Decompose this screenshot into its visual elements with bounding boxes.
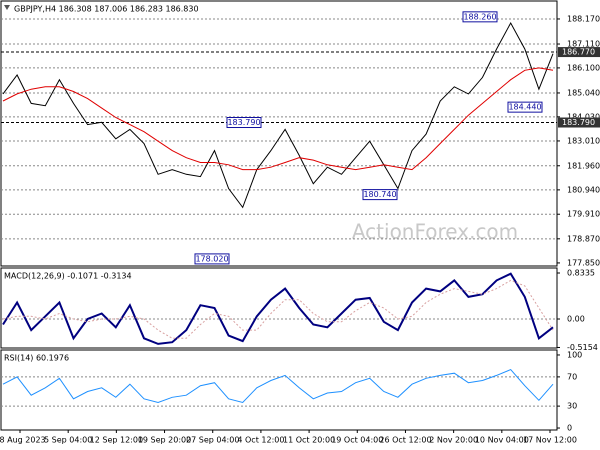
y-tick-label: 181.960 [567, 161, 600, 170]
x-tick-label: 5 Sep 04:00 [44, 436, 92, 445]
annotation-label: 188.260 [463, 12, 496, 21]
x-tick-label: 11 Oct 20:00 [283, 436, 335, 445]
y-tick-label: 70 [567, 372, 577, 381]
annotation-label: 184.440 [508, 103, 541, 112]
x-tick-label: 28 Aug 2023 [0, 436, 46, 445]
x-tick-label: 10 Nov 04:00 [475, 436, 529, 445]
watermark: ActionForex.com [352, 220, 518, 244]
series-line [2, 272, 554, 345]
y-tick-label: 180.940 [567, 185, 600, 194]
annotation-box [462, 11, 498, 23]
level-label: 183.790 [562, 118, 595, 127]
panel-frame [0, 267, 558, 349]
x-tick-label: 2 Nov 20:00 [429, 436, 478, 445]
level-label: 186.770 [562, 48, 595, 57]
x-tick-label: 19 Oct 04:00 [331, 436, 383, 445]
y-tick-label: 0.00 [567, 315, 585, 324]
y-tick-label: 100 [567, 350, 582, 359]
y-tick-label: 187.110 [567, 40, 600, 49]
y-tick-label: 188.170 [567, 14, 600, 23]
y-tick-label: 0.8335 [567, 268, 595, 277]
panel-frame [0, 0, 558, 267]
annotation-label: 178.020 [195, 254, 228, 263]
annotation-label: 183.790 [227, 118, 260, 127]
panel-title: RSI(14) 60.1976 [4, 354, 69, 363]
y-tick-label: 178.870 [567, 234, 600, 243]
annotation-label: 180.740 [363, 190, 396, 199]
y-tick-label: 179.910 [567, 210, 600, 219]
series-line [2, 279, 554, 339]
y-tick-label: 183.010 [567, 136, 600, 145]
y-tick-label: -0.5154 [567, 343, 598, 352]
x-tick-label: 27 Sep 04:00 [186, 436, 239, 445]
panel-frame [0, 349, 558, 431]
annotation-box [362, 189, 398, 201]
annotation-box [194, 253, 230, 265]
x-tick-label: 19 Sep 20:00 [138, 436, 191, 445]
series-line [2, 21, 554, 209]
y-tick-label: 185.040 [567, 88, 600, 97]
x-tick-label: 26 Oct 12:00 [379, 436, 431, 445]
panel-title: MACD(12,26,9) -0.1071 -0.3134 [4, 272, 132, 281]
x-tick-label: 17 Nov 12:00 [523, 436, 577, 445]
annotation-box [507, 101, 543, 113]
y-tick-label: 30 [567, 402, 577, 411]
y-tick-label: 184.030 [567, 112, 600, 121]
panel-title: GBPJPY,H4 186.308 187.006 186.283 186.83… [14, 5, 199, 14]
series-line [2, 369, 554, 404]
level-label-box [558, 117, 600, 128]
y-tick-label: 177.850 [567, 258, 600, 267]
annotation-box [226, 117, 262, 129]
x-tick-label: 4 Oct 12:00 [237, 436, 284, 445]
level-label-box [558, 47, 600, 58]
series-line [2, 67, 554, 171]
symbol-icon [4, 5, 10, 10]
y-tick-label: 186.100 [567, 63, 600, 72]
x-tick-label: 12 Sep 12:00 [90, 436, 143, 445]
y-tick-label: 0 [567, 424, 572, 433]
